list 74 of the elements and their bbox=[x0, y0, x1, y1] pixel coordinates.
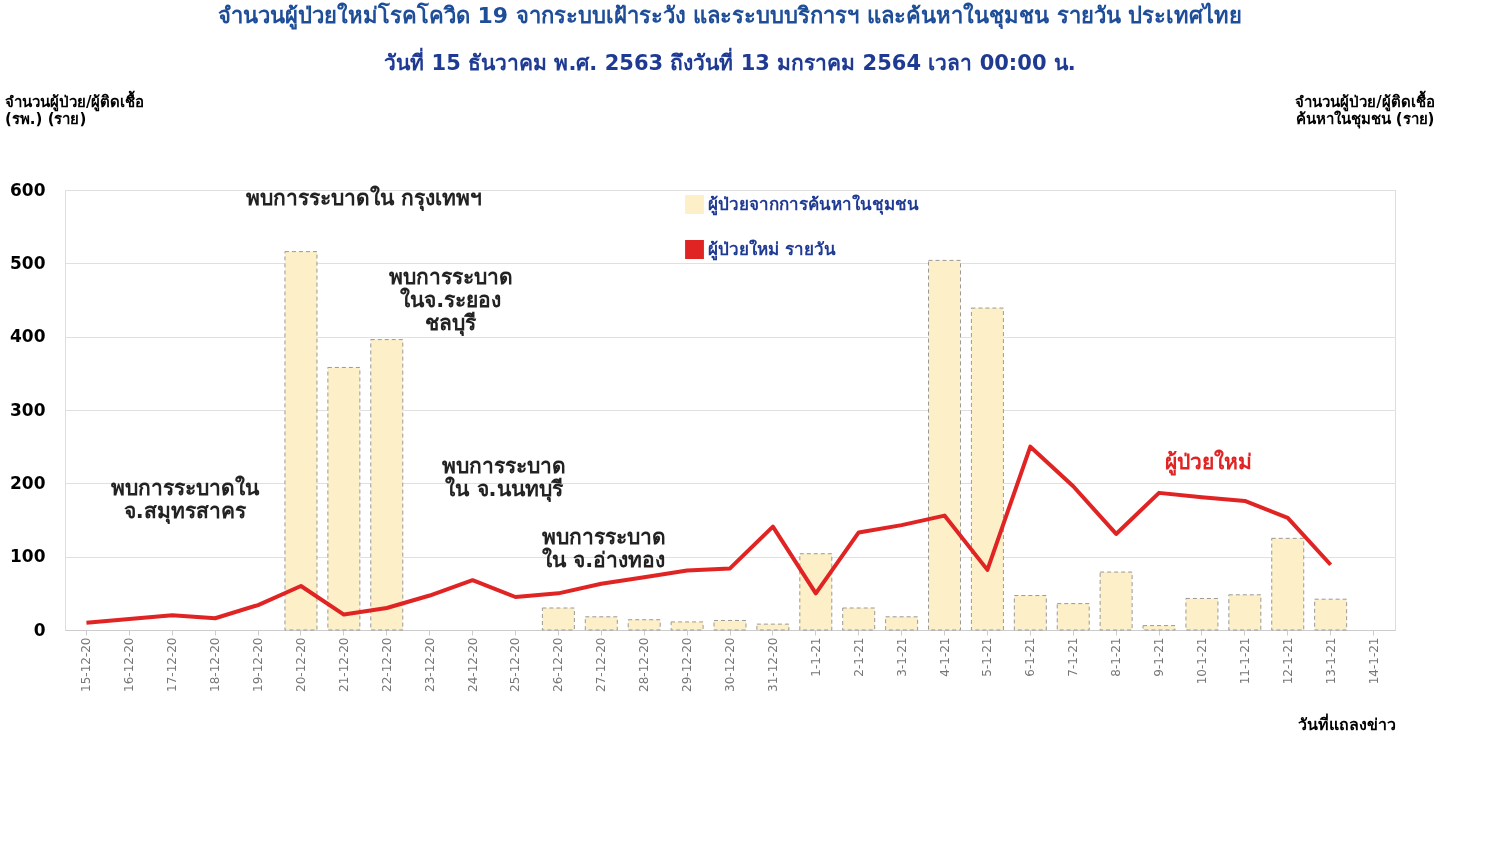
legend-label: ผู้ป่วยใหม่ รายวัน bbox=[708, 238, 836, 261]
x-tick-label: 11-1-21 bbox=[1237, 637, 1252, 685]
bar bbox=[799, 553, 833, 631]
x-tick-label: 22-12-20 bbox=[379, 637, 394, 692]
x-tick-label: 28-12-20 bbox=[637, 637, 652, 692]
annotation: ผู้ป่วยใหม่ bbox=[1165, 448, 1253, 476]
bar bbox=[670, 621, 704, 631]
x-tick-label: 19-12-20 bbox=[251, 637, 266, 692]
x-tick-label: 4-1-21 bbox=[937, 637, 952, 677]
x-tick-label: 10-1-21 bbox=[1194, 637, 1209, 685]
line-series bbox=[84, 444, 1333, 625]
x-tick-label: 20-12-20 bbox=[293, 637, 308, 692]
chart-subtitle: วันที่ 15 ธันวาคม พ.ศ. 2563 ถึงวันที่ 13 มกราคม 2564 เวลา 00:00 น. bbox=[384, 47, 1076, 75]
bar bbox=[1142, 625, 1176, 631]
x-tick-label: 12-1-21 bbox=[1280, 637, 1295, 685]
y-tick-label: 100 bbox=[10, 546, 46, 567]
y-tick-label: 300 bbox=[10, 399, 46, 420]
x-tick-label: 17-12-20 bbox=[165, 637, 180, 692]
bar bbox=[284, 251, 318, 631]
x-tick-label: 29-12-20 bbox=[680, 637, 695, 692]
x-tick-label: 30-12-20 bbox=[723, 637, 737, 692]
y-tick-label: 500 bbox=[10, 252, 46, 273]
bar bbox=[1013, 595, 1047, 631]
annotation: พบการระบาดใน กรุงเทพฯ bbox=[246, 184, 483, 212]
y2-axis-title: จำนวนผู้ป่วย/ผู้ติดเชื้อ ค้นหาในชุมชน (ราย) bbox=[1295, 90, 1435, 129]
bar bbox=[842, 607, 876, 631]
bar bbox=[627, 619, 661, 631]
x-tick-label: 27-12-20 bbox=[594, 637, 609, 692]
x-tick-label: 23-12-20 bbox=[422, 637, 437, 692]
bar bbox=[1228, 594, 1262, 631]
annotation: พบการระบาด ในจ.ระยอง ชลบุรี bbox=[388, 265, 513, 337]
annotation: พบการระบาด ใน จ.อ่างทอง bbox=[541, 524, 666, 572]
legend-label: ผู้ป่วยจากการค้นหาในชุมชน bbox=[708, 193, 919, 216]
y-tick-label: 0 bbox=[33, 619, 46, 640]
bar bbox=[584, 616, 618, 631]
x-tick-label: 31-12-20 bbox=[765, 637, 780, 692]
x-tick-label: 21-12-20 bbox=[336, 637, 351, 692]
x-tick-label: 15-12-20 bbox=[79, 637, 94, 692]
x-tick-label: 8-1-21 bbox=[1109, 637, 1124, 677]
bar bbox=[1314, 598, 1348, 631]
x-axis-title: วันที่แถลงข่าว bbox=[1297, 712, 1396, 734]
bar bbox=[1185, 597, 1219, 631]
bar bbox=[928, 259, 962, 631]
bar bbox=[970, 307, 1004, 631]
bar bbox=[713, 619, 747, 631]
y-tick-label: 600 bbox=[10, 179, 46, 200]
x-tick-label: 14-1-21 bbox=[1366, 637, 1381, 685]
bar bbox=[370, 339, 404, 631]
x-tick-label: 13-1-21 bbox=[1323, 637, 1338, 685]
annotation: พบการระบาด ใน จ.นนทบุรี bbox=[441, 454, 566, 504]
annotation: พบการระบาดใน จ.สมุทรสาคร bbox=[110, 475, 260, 526]
bar bbox=[885, 616, 919, 631]
x-tick-label: 6-1-21 bbox=[1023, 637, 1038, 677]
bar bbox=[1271, 537, 1305, 631]
x-tick-label: 25-12-20 bbox=[508, 637, 523, 692]
x-tick-label: 1-1-21 bbox=[808, 637, 823, 677]
y-tick-label: 400 bbox=[10, 326, 46, 347]
chart-title: จำนวนผู้ป่วยใหม่โรคโควิด 19 จากระบบเฝ้าระวัง และระบบบริการฯ และค้นหาในชุมชน รายวัน ประเทศไทย bbox=[217, 2, 1243, 30]
x-tick-label: 5-1-21 bbox=[980, 637, 995, 677]
bar bbox=[327, 366, 361, 631]
x-tick-label: 7-1-21 bbox=[1066, 637, 1081, 677]
x-tick-label: 18-12-20 bbox=[208, 637, 223, 692]
bar bbox=[541, 607, 575, 631]
x-tick-label: 2-1-21 bbox=[851, 637, 866, 677]
bar bbox=[756, 623, 790, 631]
y-tick-label: 200 bbox=[10, 472, 46, 493]
x-tick-label: 26-12-20 bbox=[551, 637, 566, 692]
bar bbox=[1099, 571, 1133, 631]
y-axis-title: จำนวนผู้ป่วย/ผู้ติดเชื้อ (รพ.) (ราย) bbox=[5, 90, 145, 128]
x-tick-label: 3-1-21 bbox=[894, 637, 909, 677]
x-tick-label: 9-1-21 bbox=[1152, 637, 1167, 677]
x-tick-label: 16-12-20 bbox=[122, 637, 137, 692]
bar bbox=[1056, 603, 1090, 631]
x-tick-label: 24-12-20 bbox=[465, 637, 480, 692]
